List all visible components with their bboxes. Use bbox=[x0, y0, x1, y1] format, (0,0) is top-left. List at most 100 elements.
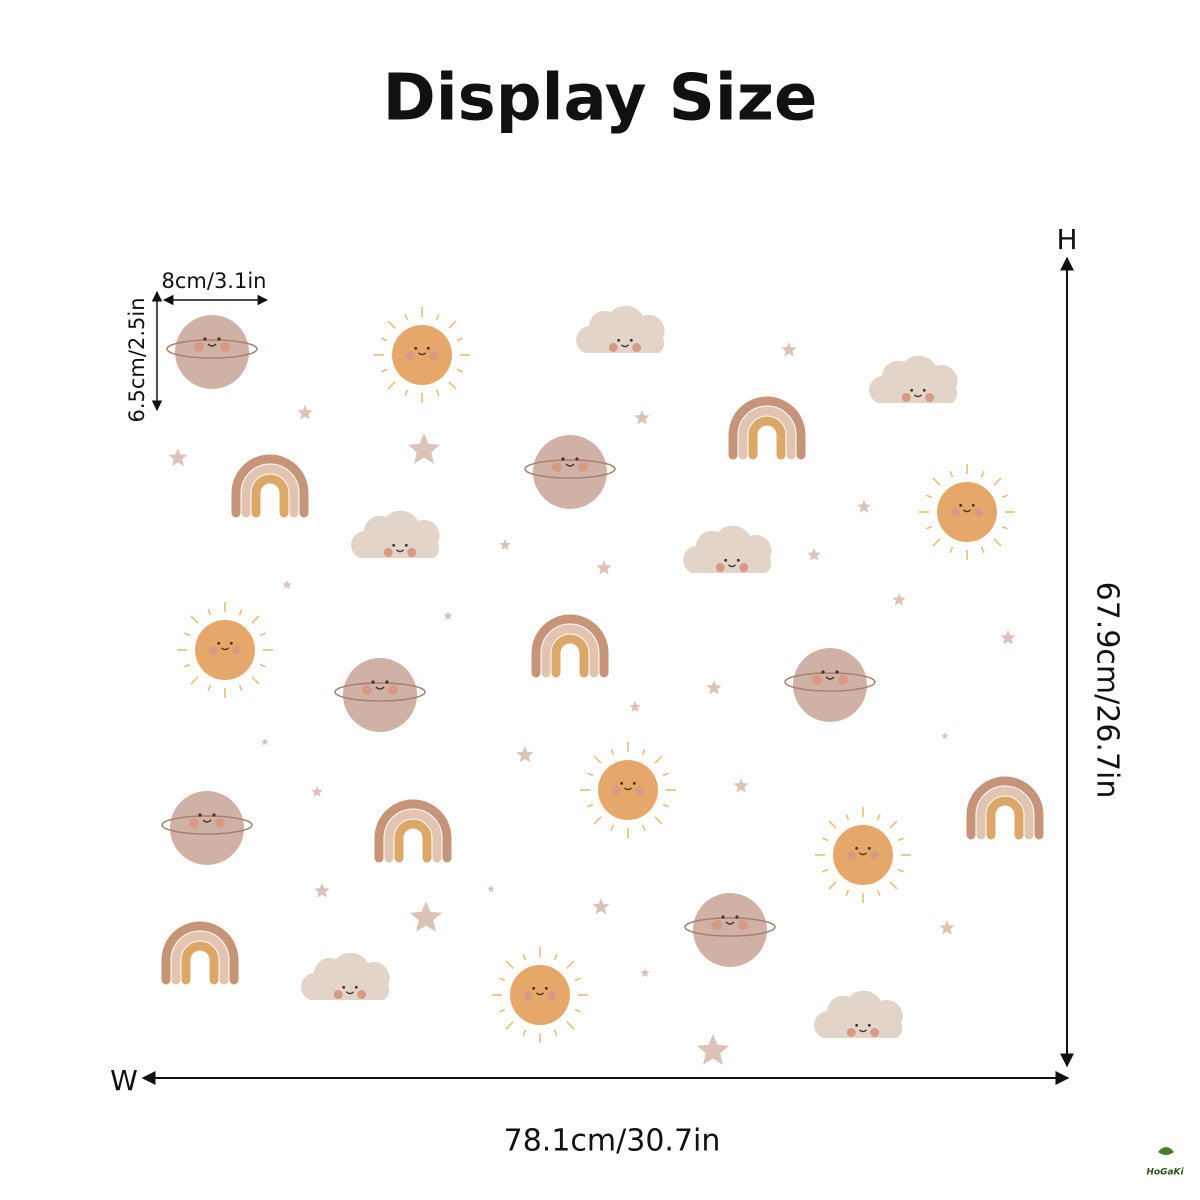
sun-ray bbox=[522, 1029, 527, 1036]
sun-ray bbox=[897, 837, 904, 842]
smile bbox=[725, 921, 735, 925]
sun-ray bbox=[845, 889, 850, 896]
star bbox=[297, 405, 313, 420]
star bbox=[443, 611, 453, 621]
sun-ray bbox=[949, 471, 954, 478]
eye bbox=[544, 986, 548, 990]
sun-ray bbox=[822, 868, 829, 873]
star bbox=[640, 968, 650, 978]
star bbox=[1000, 630, 1016, 645]
planet-body bbox=[533, 435, 607, 509]
smile bbox=[623, 787, 633, 791]
logo: HoGaKi bbox=[1146, 1168, 1184, 1178]
sun bbox=[374, 307, 470, 403]
star bbox=[592, 898, 610, 915]
sun-ray bbox=[381, 337, 388, 342]
cheek bbox=[578, 462, 588, 472]
rainbow bbox=[531, 614, 609, 678]
cheek bbox=[974, 508, 984, 517]
smile bbox=[962, 509, 972, 513]
smile bbox=[858, 1029, 868, 1033]
eye bbox=[217, 337, 221, 341]
cloud bbox=[869, 355, 958, 403]
rainbow-arc bbox=[976, 786, 1034, 840]
star bbox=[311, 786, 323, 797]
sun-ray bbox=[553, 954, 558, 961]
sun-ray bbox=[522, 954, 527, 961]
star bbox=[696, 1034, 730, 1065]
sun-ray bbox=[1001, 494, 1008, 499]
eye bbox=[867, 1023, 871, 1027]
sun bbox=[492, 947, 588, 1043]
planet-ring bbox=[166, 339, 258, 359]
sun-ray bbox=[456, 337, 463, 342]
smile bbox=[565, 463, 575, 467]
sun bbox=[177, 602, 273, 698]
planet-body bbox=[793, 648, 867, 722]
rainbow bbox=[728, 396, 806, 460]
star bbox=[261, 738, 269, 746]
eye bbox=[971, 503, 975, 507]
sticker-art bbox=[161, 305, 1044, 1065]
star bbox=[733, 778, 749, 793]
sun-ray bbox=[251, 676, 260, 685]
cheek bbox=[405, 351, 415, 360]
sun-ray bbox=[593, 755, 602, 764]
planet-body bbox=[170, 791, 244, 865]
sun-ray bbox=[404, 314, 409, 321]
sun-ray bbox=[448, 320, 457, 329]
planet-body bbox=[175, 315, 249, 389]
rainbow-arc bbox=[738, 406, 796, 460]
sun-ray bbox=[238, 684, 243, 691]
sun-ray bbox=[387, 320, 396, 329]
sun-ray bbox=[654, 755, 663, 764]
sun-ray bbox=[259, 663, 266, 668]
rainbow-arc bbox=[394, 819, 432, 863]
cheek bbox=[220, 342, 230, 352]
eye bbox=[212, 813, 216, 817]
rainbow-arc bbox=[728, 396, 806, 460]
sun-ray bbox=[889, 881, 898, 890]
sun-ray bbox=[505, 1021, 514, 1030]
sun-ray bbox=[926, 525, 933, 530]
sun-ray bbox=[610, 749, 615, 756]
planet bbox=[161, 791, 253, 865]
sun-ray bbox=[949, 546, 954, 553]
cheek bbox=[611, 786, 621, 795]
width-axis-label: W bbox=[110, 1064, 138, 1097]
cheek bbox=[232, 646, 242, 655]
cloud bbox=[351, 510, 440, 558]
planet-ring bbox=[524, 459, 616, 479]
sun-ray bbox=[932, 477, 941, 486]
sun-ray bbox=[587, 803, 594, 808]
cheek bbox=[739, 563, 749, 572]
star bbox=[857, 500, 871, 513]
sun-ray bbox=[641, 749, 646, 756]
smile bbox=[345, 991, 355, 995]
sun-ray bbox=[238, 609, 243, 616]
eye bbox=[532, 986, 536, 990]
eye bbox=[855, 846, 859, 850]
planet bbox=[334, 658, 426, 732]
cheek bbox=[429, 351, 439, 360]
sun-ray bbox=[822, 837, 829, 842]
cheek bbox=[846, 1028, 856, 1037]
smile bbox=[417, 352, 427, 356]
cheek bbox=[208, 646, 218, 655]
rainbow-arc bbox=[374, 799, 452, 863]
rainbow-arc bbox=[966, 776, 1044, 840]
eye bbox=[414, 346, 418, 350]
cheek bbox=[715, 563, 725, 572]
sun-ray bbox=[641, 824, 646, 831]
rainbow-arc bbox=[748, 416, 786, 460]
sun-ray bbox=[387, 381, 396, 390]
cheek bbox=[194, 342, 204, 352]
cheek bbox=[407, 548, 417, 557]
eye bbox=[855, 1023, 859, 1027]
sun-ray bbox=[654, 816, 663, 825]
rainbow bbox=[161, 921, 239, 985]
smile bbox=[727, 564, 737, 568]
cheek bbox=[362, 685, 372, 695]
sun-ray bbox=[980, 471, 985, 478]
sun-ray bbox=[499, 977, 506, 982]
